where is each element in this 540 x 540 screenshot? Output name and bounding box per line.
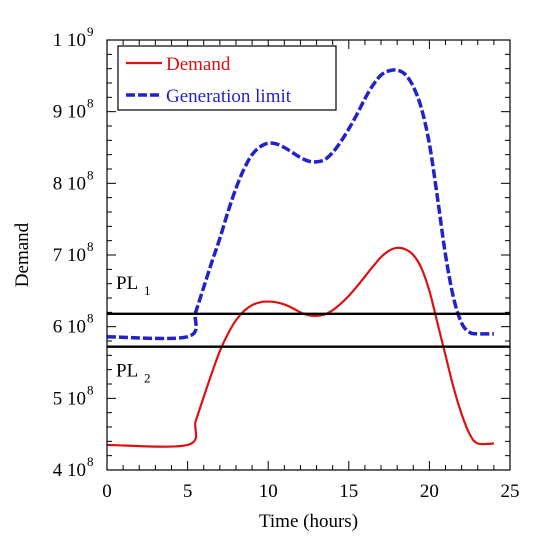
y-tick-label-mantissa: 9 10 <box>53 102 86 123</box>
y-tick-label-mantissa: 5 10 <box>53 388 86 409</box>
legend-label-demand: Demand <box>166 54 231 75</box>
series-line-generation-limit <box>106 68 494 341</box>
legend-label-generation-limit: Generation limit <box>166 86 292 107</box>
reference-label-text: PL <box>116 361 138 382</box>
y-tick-label-exponent: 8 <box>87 382 94 397</box>
y-tick-label-mantissa: 6 10 <box>53 317 86 338</box>
series-line-demand <box>106 246 494 448</box>
legend-box <box>117 45 337 111</box>
y-tick-label: 9 10 8 <box>53 96 94 123</box>
y-tick-label-mantissa: 7 10 <box>53 245 86 266</box>
tick-layer <box>106 39 511 471</box>
reference-label-pl1: PL 1 <box>116 273 151 298</box>
y-tick-label-exponent: 8 <box>87 239 94 254</box>
x-tick-label: 20 <box>420 481 439 502</box>
reference-label-subscript: 1 <box>144 283 151 298</box>
y-tick-label-mantissa: 4 10 <box>53 460 86 481</box>
x-tick-labels: 0 5 10 15 20 25 <box>102 481 519 502</box>
y-tick-label-exponent: 8 <box>87 96 94 111</box>
reference-label-subscript: 2 <box>144 371 151 386</box>
x-tick-label: 0 <box>102 481 112 502</box>
y-tick-label: 8 10 8 <box>53 167 94 194</box>
x-tick-label: 5 <box>183 481 193 502</box>
y-tick-label: 5 10 8 <box>53 382 94 409</box>
y-tick-label-exponent: 8 <box>87 167 94 182</box>
y-tick-label-mantissa: 1 10 <box>53 30 86 51</box>
x-tick-label: 25 <box>501 481 520 502</box>
series-layer <box>106 68 494 448</box>
y-tick-label: 6 10 8 <box>53 311 94 338</box>
reference-lines-layer: PL 1 PL 2 <box>107 273 510 386</box>
y-tick-label-exponent: 9 <box>87 24 94 39</box>
y-tick-label: 7 10 8 <box>53 239 94 266</box>
reference-label-text: PL <box>116 273 138 294</box>
y-tick-label-exponent: 8 <box>87 311 94 326</box>
x-tick-label: 10 <box>259 481 278 502</box>
x-axis-label: Time (hours) <box>259 511 358 532</box>
x-tick-label: 15 <box>339 481 358 502</box>
y-tick-label-mantissa: 8 10 <box>53 173 86 194</box>
y-tick-label: 4 10 8 <box>53 454 94 481</box>
y-tick-labels: 4 10 85 10 86 10 87 10 88 10 89 10 81 10 9 <box>53 24 94 481</box>
legend: Demand Generation limit <box>117 45 337 111</box>
reference-label-pl2: PL 2 <box>116 361 151 386</box>
y-axis-label: Demand <box>12 222 33 287</box>
y-tick-label-exponent: 8 <box>87 454 94 469</box>
y-tick-label: 1 10 9 <box>53 24 94 51</box>
